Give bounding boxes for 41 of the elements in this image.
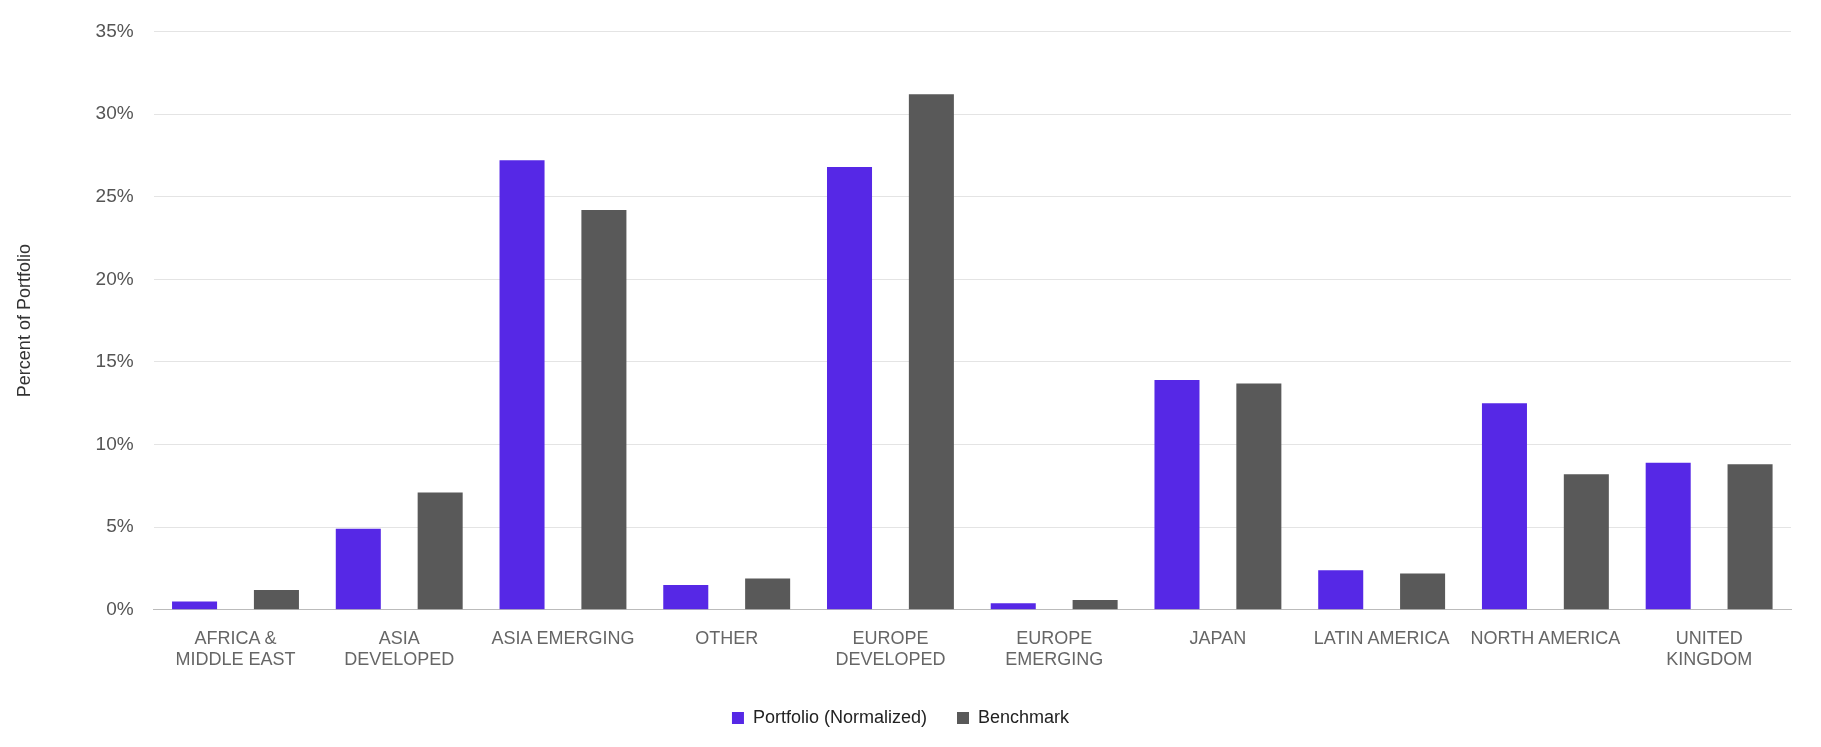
bar [663, 585, 709, 610]
bar [1400, 573, 1446, 610]
bar [253, 589, 299, 610]
x-tick-label: ASIA EMERGING [491, 627, 635, 648]
y-axis-title: Percent of Portfolio [13, 244, 34, 398]
bar [1645, 462, 1691, 610]
x-tick-label: ASIA DEVELOPED [344, 627, 455, 670]
y-tick-label: 10% [95, 432, 134, 454]
x-tick-label: LATIN AMERICA [1313, 627, 1450, 648]
legend-label: Benchmark [978, 706, 1071, 727]
y-tick-label: 15% [95, 350, 134, 372]
bar [1481, 403, 1527, 610]
x-tick-label: EUROPE DEVELOPED [835, 627, 946, 670]
y-tick-label: 5% [106, 515, 134, 537]
x-tick-label: JAPAN [1189, 627, 1247, 648]
bar [499, 160, 545, 610]
bar [1154, 380, 1200, 610]
y-tick-label: 25% [95, 184, 134, 206]
legend-label: Portfolio (Normalized) [752, 706, 928, 727]
bar [335, 528, 381, 610]
y-tick-label: 0% [106, 598, 134, 620]
y-tick-label: 30% [95, 102, 134, 124]
bar [581, 209, 627, 610]
x-tick-label: UNITED KINGDOM [1666, 627, 1753, 670]
x-tick-label: EUROPE EMERGING [1005, 627, 1104, 670]
bar [990, 603, 1036, 610]
y-tick-label: 35% [95, 19, 134, 41]
x-tick-label: OTHER [695, 627, 759, 648]
bar [172, 601, 218, 610]
bar [745, 578, 791, 610]
x-tick-label: NORTH AMERICA [1470, 627, 1621, 648]
bar [1236, 383, 1282, 610]
y-tick-label: 20% [95, 267, 134, 289]
bar [1563, 474, 1609, 610]
bar [417, 492, 463, 610]
bar [908, 94, 954, 610]
bar [827, 166, 873, 610]
bar [1727, 464, 1773, 610]
bar [1072, 599, 1118, 610]
bar [1318, 570, 1364, 610]
x-tick-label: AFRICA & MIDDLE EAST [175, 627, 296, 670]
